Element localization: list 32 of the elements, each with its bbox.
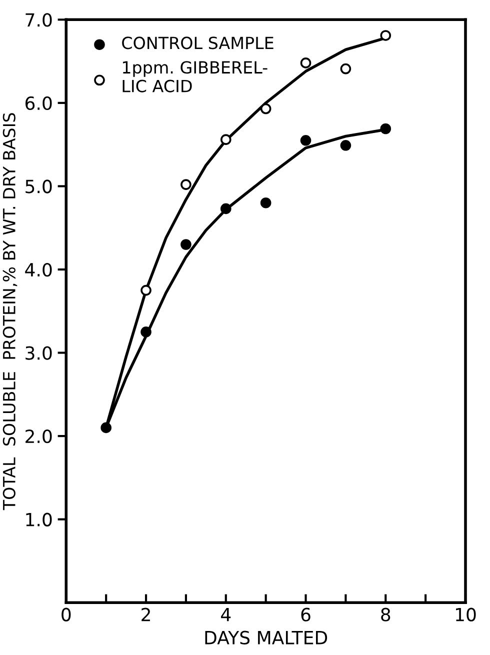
y-tick-label: 2.0 — [26, 430, 52, 444]
y-tick-label: 7.0 — [26, 13, 52, 27]
x-tick-label: 4 — [221, 608, 231, 622]
y-tick-label: 6.0 — [26, 96, 52, 110]
point — [220, 134, 232, 145]
point — [340, 140, 352, 151]
point — [300, 58, 312, 68]
x-tick-label: 6 — [301, 608, 310, 622]
y-tick-label: 5.0 — [26, 180, 52, 194]
x-axis-title: DAYS MALTED — [205, 630, 328, 644]
y-tick-label: 1.0 — [26, 512, 52, 526]
x-tick-label: 2 — [142, 608, 150, 622]
point — [380, 123, 392, 134]
legend-label: 1ppm. GIBBEREL- LIC ACID — [122, 61, 268, 92]
point — [260, 103, 272, 114]
x-tick-label: 10 — [456, 608, 476, 622]
point — [180, 179, 192, 190]
point — [380, 30, 392, 41]
point — [100, 422, 112, 434]
legend-label: CONTROL SAMPLE — [122, 36, 274, 50]
point — [340, 63, 352, 74]
point — [220, 203, 232, 214]
point — [140, 326, 152, 338]
x-tick-label: 8 — [381, 608, 390, 622]
point — [140, 284, 152, 296]
point — [300, 135, 312, 146]
x-tick-label: 0 — [62, 608, 71, 622]
y-axis-title: TOTAL SOLUBLE PROTEIN,% BY WT. DRY BASIS — [2, 113, 18, 510]
y-tick-label: 3.0 — [26, 346, 52, 360]
point — [180, 239, 192, 250]
point — [260, 197, 272, 208]
y-tick-label: 4.0 — [25, 262, 52, 277]
